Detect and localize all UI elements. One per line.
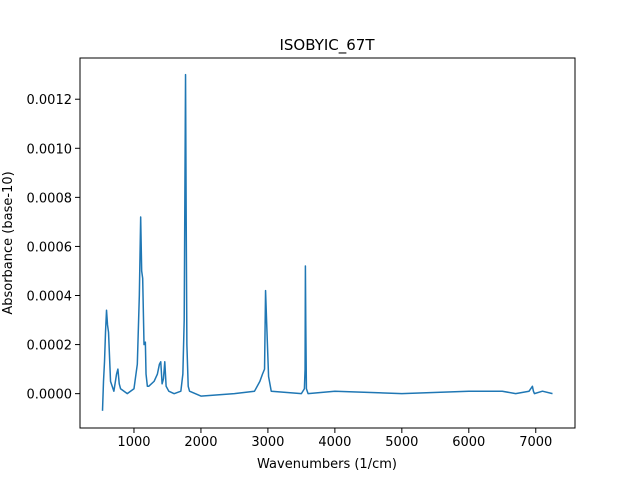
y-tick-label: 0.0004 <box>27 290 73 305</box>
x-tick-label: 2000 <box>184 435 217 450</box>
y-tick-label: 0.0000 <box>27 388 73 403</box>
chart-title: ISOBYIC_67T <box>279 36 375 55</box>
x-tick-label: 7000 <box>519 435 552 450</box>
spectrum-line <box>101 73 553 411</box>
x-tick-label: 1000 <box>117 435 150 450</box>
x-tick-label: 3000 <box>251 435 284 450</box>
x-tick-label: 6000 <box>452 435 485 450</box>
y-tick-label: 0.0002 <box>27 339 73 354</box>
x-axis-label: Wavenumbers (1/cm) <box>257 457 397 472</box>
plot-frame <box>79 57 576 429</box>
y-axis-label: Absorbance (base-10) <box>1 171 16 314</box>
y-tick-label: 0.0006 <box>27 240 73 255</box>
x-tick-label: 4000 <box>318 435 351 450</box>
y-tick-label: 0.0012 <box>27 93 73 108</box>
y-tick-label: 0.0008 <box>27 191 73 206</box>
x-tick-label: 5000 <box>385 435 418 450</box>
y-tick-label: 0.0010 <box>27 142 73 157</box>
